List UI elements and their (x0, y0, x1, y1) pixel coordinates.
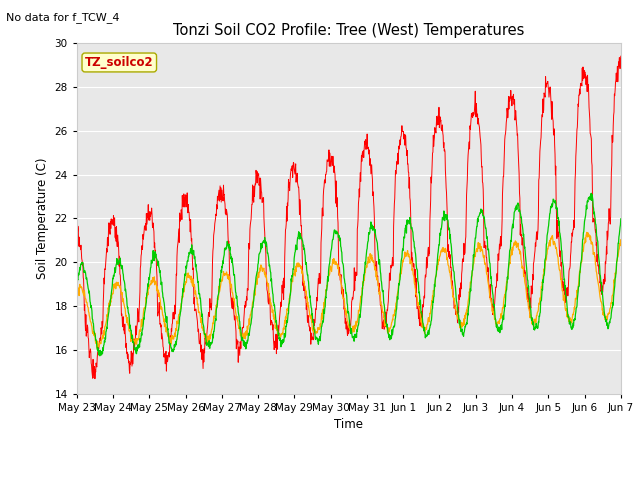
Line: -4cm: -4cm (77, 232, 621, 348)
Text: No data for f_TCW_4: No data for f_TCW_4 (6, 12, 120, 23)
-8cm (553, 204, 561, 210)
-4cm (553, 246, 561, 252)
-4cm (583, 229, 591, 235)
-4cm (434, 265, 442, 271)
-8cm (505, 264, 513, 270)
-2cm (195, 329, 202, 335)
Text: TZ_soilco2: TZ_soilco2 (85, 56, 154, 69)
-2cm (181, 204, 189, 210)
-4cm (617, 237, 625, 242)
-8cm (73, 283, 81, 289)
X-axis label: Time: Time (334, 418, 364, 431)
-8cm (588, 191, 595, 196)
-4cm (195, 304, 202, 310)
-8cm (617, 216, 625, 222)
-2cm (505, 94, 513, 99)
Legend: -2cm, -4cm, -8cm: -2cm, -4cm, -8cm (216, 477, 482, 480)
-8cm (255, 251, 263, 257)
-8cm (195, 279, 202, 285)
-2cm (91, 376, 99, 382)
Line: -2cm: -2cm (77, 56, 621, 379)
-8cm (434, 257, 442, 263)
-4cm (73, 291, 81, 297)
-2cm (255, 182, 263, 188)
Title: Tonzi Soil CO2 Profile: Tree (West) Temperatures: Tonzi Soil CO2 Profile: Tree (West) Temp… (173, 23, 525, 38)
-2cm (553, 213, 561, 219)
Y-axis label: Soil Temperature (C): Soil Temperature (C) (36, 157, 49, 279)
-4cm (93, 346, 101, 351)
-2cm (73, 224, 81, 230)
-4cm (181, 281, 189, 287)
-8cm (96, 353, 104, 359)
-4cm (255, 270, 263, 276)
Line: -8cm: -8cm (77, 193, 621, 356)
-8cm (181, 271, 189, 277)
-2cm (434, 116, 442, 122)
-2cm (617, 53, 625, 59)
-4cm (505, 266, 513, 272)
